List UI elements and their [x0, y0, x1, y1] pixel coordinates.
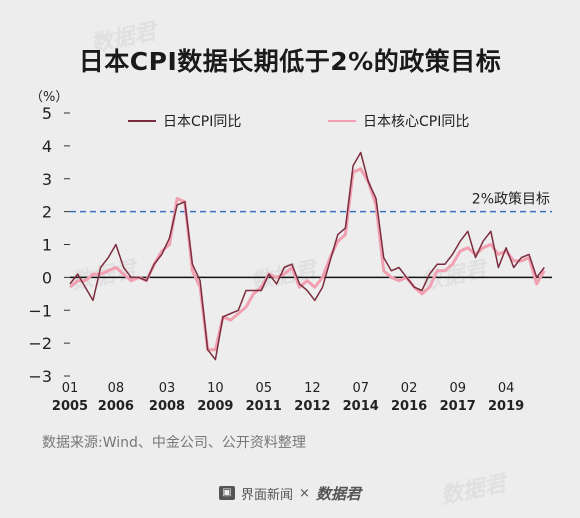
x-tick-year-label: 2006	[98, 399, 134, 414]
x-tick-month-label: 12	[304, 381, 321, 396]
x-tick-month-label: 07	[352, 381, 369, 396]
x-tick-month-label: 08	[108, 381, 125, 396]
x-tick-month-label: 10	[207, 381, 224, 396]
x-tick-month-label: 05	[255, 381, 272, 396]
y-tick-label: 4	[42, 137, 52, 156]
x-tick-year-label: 2008	[149, 399, 185, 414]
legend: 日本CPI同比 日本核心CPI同比	[128, 114, 469, 130]
x-tick-year-label: 2009	[197, 399, 233, 414]
x-tick-month-label: 09	[449, 381, 466, 396]
footer: ▣ 界面新闻 × 数据君	[0, 481, 580, 505]
y-tick-label: 3	[42, 170, 52, 189]
y-tick-label: 0	[42, 268, 52, 287]
x-tick-year-label: 2019	[488, 399, 524, 414]
x-tick-month-label: 01	[62, 381, 79, 396]
legend-label-core-cpi: 日本核心CPI同比	[363, 114, 469, 130]
x-tick-year-label: 2012	[294, 399, 330, 414]
y-tick-label: 5	[42, 104, 52, 123]
x-tick-year-label: 2005	[52, 399, 88, 414]
y-axis-label: （%）	[30, 90, 68, 105]
legend-label-cpi: 日本CPI同比	[163, 114, 241, 130]
data-source-note: 数据来源:Wind、中金公司、公开资料整理	[42, 435, 306, 451]
y-tick-label: −1	[28, 301, 52, 320]
x-tick-year-label: 2014	[343, 399, 379, 414]
footer-brand-1: 界面新闻	[241, 487, 294, 503]
y-tick-label: −2	[28, 334, 52, 353]
x-tick-year-label: 2011	[246, 399, 282, 414]
y-tick-label: −3	[28, 367, 52, 386]
footer-brand-2: 数据君	[315, 484, 361, 503]
x-tick-month-label: 04	[498, 381, 515, 396]
y-tick-label: 2	[42, 203, 52, 222]
footer-times: ×	[299, 485, 310, 501]
cpi-series-line	[69, 151, 545, 361]
x-tick-year-label: 2017	[440, 399, 476, 414]
y-tick-label: 1	[42, 236, 52, 255]
brand-logo-icon: ▣	[219, 486, 236, 500]
chart-title: 日本CPI数据长期低于2%的政策目标	[78, 47, 502, 76]
x-tick-month-label: 02	[401, 381, 418, 396]
x-tick-year-label: 2016	[391, 399, 427, 414]
x-tick-month-label: 03	[159, 381, 176, 396]
target-reference-label: 2%政策目标	[472, 191, 550, 208]
